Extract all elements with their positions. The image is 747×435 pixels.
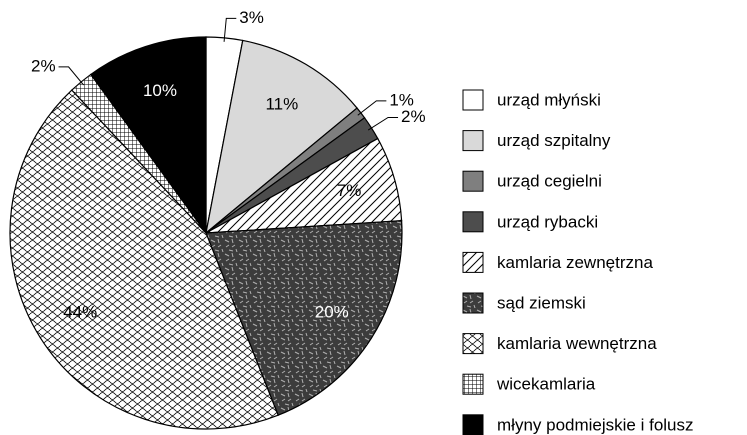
- leader-line: [367, 116, 399, 131]
- legend-swatch: [462, 211, 484, 233]
- leader-line: [357, 100, 387, 116]
- value-label: 10%: [143, 81, 177, 100]
- legend-label: urząd rybacki: [497, 212, 598, 231]
- value-label: 3%: [239, 8, 264, 27]
- value-label: 7%: [337, 181, 362, 200]
- legend-label: kamlaria zewnętrzna: [497, 253, 653, 272]
- value-label: 20%: [315, 302, 349, 321]
- legend-swatch: [462, 89, 484, 111]
- legend-label: urząd młyński: [497, 90, 601, 109]
- legend-label: urząd szpitalny: [497, 131, 611, 150]
- value-label: 2%: [31, 56, 56, 75]
- legend-swatch: [462, 373, 484, 395]
- pie-slice: [9, 89, 279, 430]
- legend-swatch: [462, 414, 484, 435]
- value-label: 11%: [265, 94, 298, 113]
- legend-label: wicekamlaria: [496, 375, 596, 394]
- legend-swatch: [462, 251, 484, 273]
- leader-line: [223, 17, 237, 42]
- pie-slice: [205, 39, 358, 235]
- legend-label: sąd ziemski: [497, 293, 586, 312]
- pie-slice: [205, 220, 403, 417]
- legend-swatch: [462, 333, 484, 355]
- legend-swatch: [462, 170, 484, 192]
- value-label: 2%: [401, 107, 426, 126]
- value-label: 1%: [389, 90, 414, 109]
- value-label: 44%: [63, 302, 97, 321]
- legend-swatch: [462, 292, 484, 314]
- pie-slice: [89, 36, 207, 235]
- leader-line: [58, 66, 84, 86]
- legend-label: młyny podmiejskie i folusz: [497, 415, 694, 434]
- legend-label: urząd cegielni: [497, 172, 602, 191]
- legend-swatch: [462, 130, 484, 152]
- legend-label: kamlaria wewnętrzna: [497, 334, 657, 353]
